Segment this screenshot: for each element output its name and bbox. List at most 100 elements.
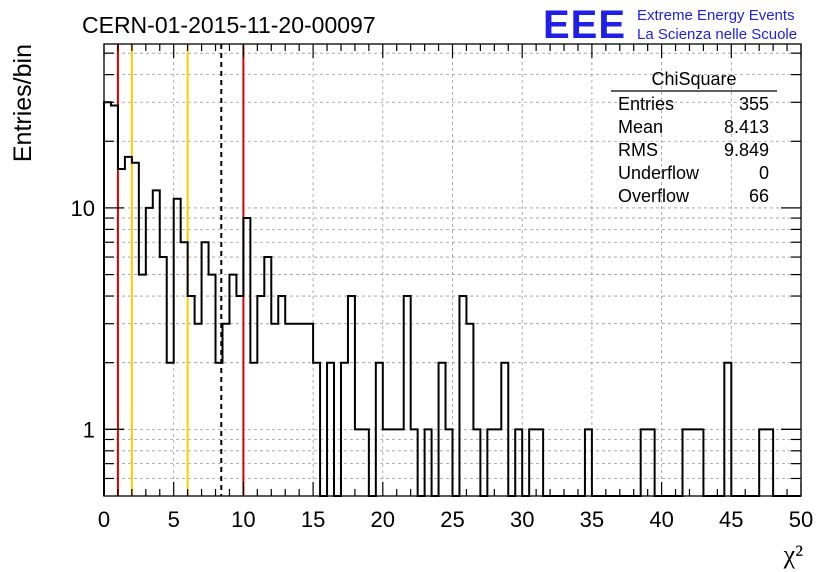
histogram-bin [397,429,404,496]
histogram-bin [515,429,522,496]
stats-label: RMS [618,140,658,160]
histogram-bin [146,208,153,496]
histogram-bin [446,429,453,496]
histogram-bin [118,169,125,496]
histogram-bin [459,296,466,496]
histogram-bin [278,296,285,496]
x-tick-label: 15 [301,507,325,532]
x-tick-label: 20 [371,507,395,532]
histogram-bin [257,296,264,496]
stats-box: ChiSquare Entries 355 Mean 8.413 RMS 9.849 Und… [611,69,777,206]
histogram-bin [376,363,383,496]
histogram-bin [167,363,174,496]
histogram-bin [390,429,397,496]
histogram-bin [473,429,480,496]
x-tick-label: 50 [789,507,813,532]
axis-ticks [103,44,802,496]
x-tick-label: 25 [440,507,464,532]
histogram-bin [271,324,278,496]
histogram-bin [536,429,543,496]
histogram-bin [501,363,508,496]
histogram-bin [529,429,536,496]
x-tick-label: 10 [231,507,255,532]
stats-value: 355 [739,94,769,114]
histogram-bin [306,324,313,496]
histogram-bin [160,257,167,496]
histogram-bin [174,199,181,496]
histogram-bin [696,429,703,496]
histogram-bin [404,296,411,496]
histogram [103,101,801,497]
histogram-bin [362,429,369,496]
histogram-bin [466,324,473,496]
histogram-bin [724,363,731,496]
histogram-bin [585,429,592,496]
histogram-bin [641,429,648,496]
histogram-bin [292,324,299,496]
histogram-bin [250,363,257,496]
histogram-bin [153,190,160,496]
histogram-bin [425,429,432,496]
histogram-bin [411,429,418,496]
histogram-bin [125,157,132,496]
y-axis-label: Entries/bin [9,44,37,162]
x-tick-label: 5 [168,507,180,532]
histogram-bin [487,429,494,496]
stats-value: 66 [749,186,769,206]
stats-label: Underflow [618,163,700,183]
histogram-bin [236,296,243,496]
histogram-bin [222,324,229,496]
histogram-bin [383,429,390,496]
x-tick-label: 30 [510,507,534,532]
histogram-bin [766,429,773,496]
histogram-bin [202,242,209,496]
chart-title: CERN-01-2015-11-20-00097 [82,12,376,38]
x-tick-label: 40 [649,507,673,532]
histogram-bin [104,102,111,496]
histogram-bin [648,429,655,496]
stats-value: 8.413 [724,117,769,137]
histogram-bin [195,324,202,496]
logo-line-1: Extreme Energy Events [637,7,795,24]
histogram-bin [439,363,446,496]
histogram-bin [327,363,334,496]
x-tick-label: 45 [719,507,743,532]
histogram-bin [188,296,195,496]
x-axis-label: χ² [783,540,804,569]
stats-label: Overflow [618,186,690,206]
histogram-bin [264,257,271,496]
histogram-bin [759,429,766,496]
histogram-bin [313,363,320,496]
histogram-bin [229,275,236,496]
histogram-bin [299,324,306,496]
stats-value: 0 [759,163,769,183]
stats-box-title: ChiSquare [651,69,736,89]
x-tick-label: 0 [98,507,110,532]
histogram-outline [103,101,801,497]
histogram-bin [132,163,139,496]
stats-label: Entries [618,94,674,114]
y-tick-label: 10 [71,196,95,221]
histogram-bin [139,275,146,496]
histogram-bin [285,324,292,496]
histogram-bin [243,218,250,496]
histogram-bin [111,106,118,496]
histogram-bin [689,429,696,496]
logo-letters: EEE [543,3,626,47]
stats-box-rows: Entries 355 Mean 8.413 RMS 9.849 Underflow 0 Ove… [618,94,769,206]
histogram-bin [355,429,362,496]
eee-logo: EEE Extreme Energy Events La Scienza nel… [543,3,797,47]
histogram-bin [216,363,223,496]
histogram-bin [683,429,690,496]
histogram-bin [181,242,188,496]
histogram-bin [494,429,501,496]
x-tick-label: 35 [580,507,604,532]
stats-value: 9.849 [724,140,769,160]
histogram-bin [341,363,348,496]
histogram-bin [209,275,216,496]
logo-line-2: La Scienza nelle Scuole [637,26,797,43]
y-tick-label: 1 [83,417,95,442]
axis-tick-labels: 0 5 10 15 20 25 30 35 40 45 50 1 10 [71,196,814,532]
stats-label: Mean [618,117,663,137]
